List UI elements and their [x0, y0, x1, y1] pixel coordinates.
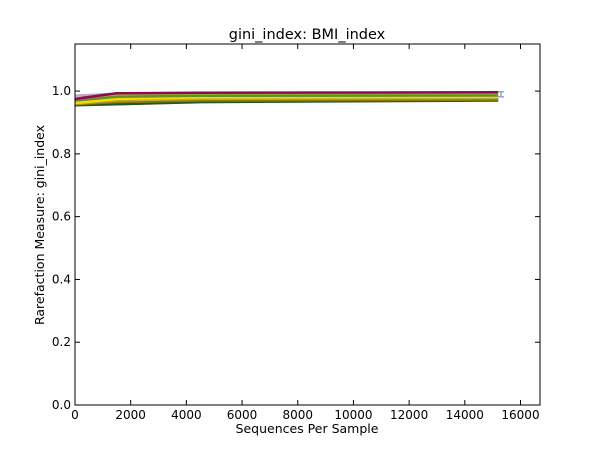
y-tick-label: 0.4 [52, 272, 71, 286]
plot-area: 0 2000 4000 6000 8000 10000 12000 14000 16000 0.0… [52, 43, 541, 422]
y-tick-label: 0.6 [52, 210, 71, 224]
x-tick-label: 2000 [115, 408, 146, 422]
x-tick-label: 0 [71, 408, 79, 422]
x-tick-label: 10000 [334, 408, 372, 422]
x-tick-label: 14000 [446, 408, 484, 422]
x-axis-label: Sequences Per Sample [236, 421, 379, 436]
plot-frame [74, 43, 541, 406]
y-tick-label: 0.0 [52, 398, 71, 412]
y-axis-label: Rarefaction Measure: gini_index [32, 125, 47, 325]
y-tick-label: 0.8 [52, 147, 71, 161]
chart-title: gini_index: BMI_index [229, 27, 386, 43]
y-tick-label: 0.2 [52, 335, 71, 349]
x-tick-label: 12000 [390, 408, 428, 422]
series-line-9 [74, 91, 499, 101]
series-line-1 [74, 99, 499, 107]
x-tick-label: 16000 [501, 408, 539, 422]
x-tick-label: 6000 [227, 408, 258, 422]
y-tick-label: 1.0 [52, 84, 71, 98]
x-tick-label: 8000 [282, 408, 313, 422]
x-tick-label: 4000 [171, 408, 202, 422]
series-line-8 [74, 94, 499, 102]
